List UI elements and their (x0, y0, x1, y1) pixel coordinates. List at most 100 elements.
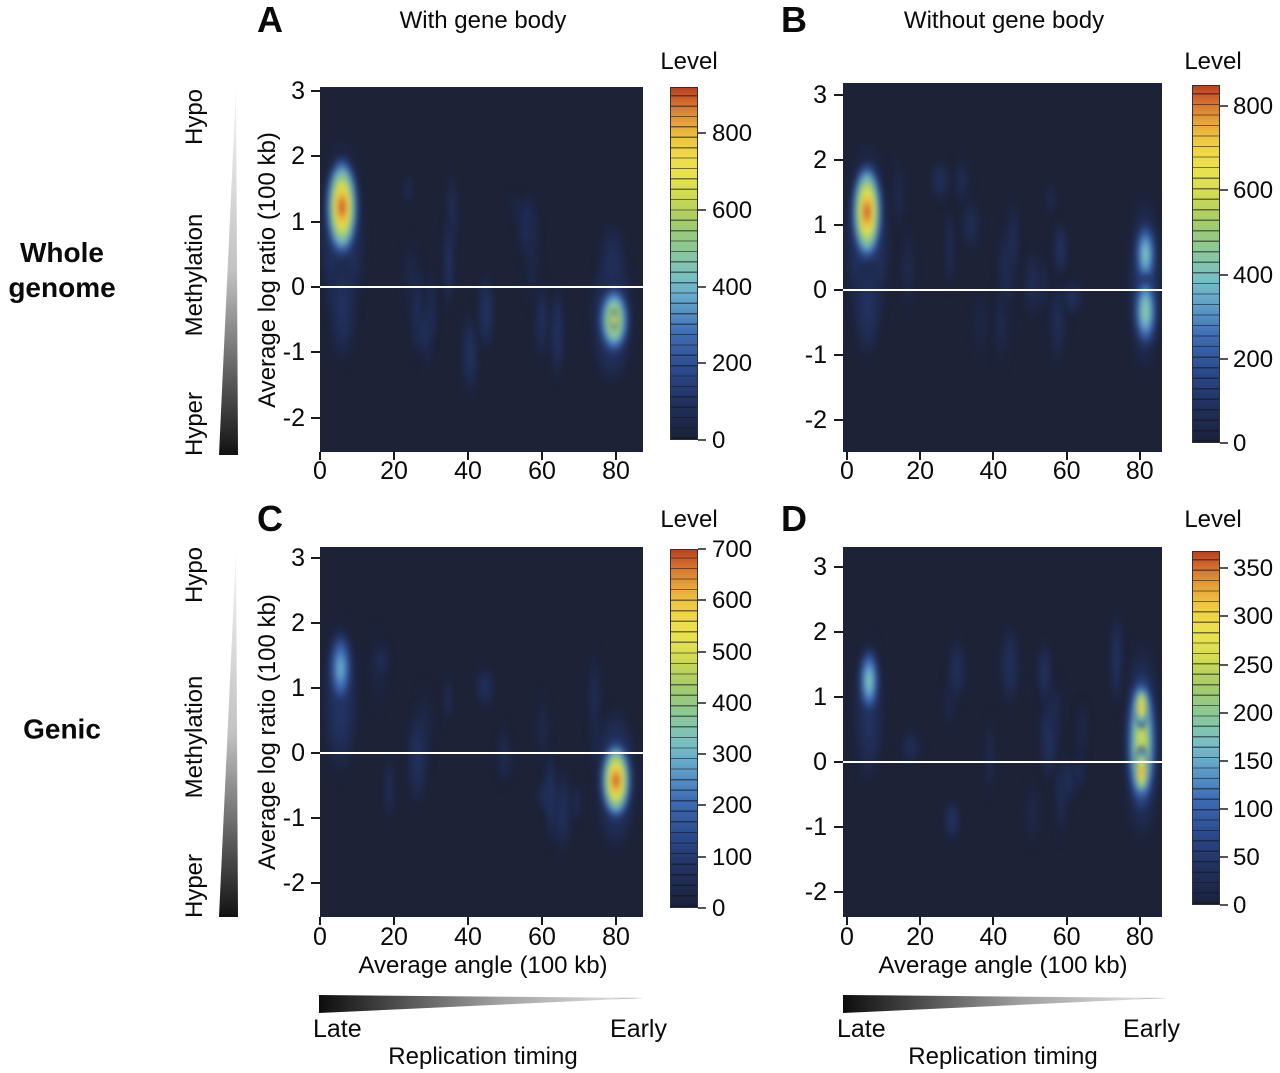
colorbar-tick-label: 200 (1233, 345, 1274, 373)
density-texture-blob (371, 638, 392, 684)
density-texture-blob (959, 191, 984, 259)
colorbar-tick-mark (698, 599, 706, 602)
density-texture-blob (898, 725, 924, 771)
x-tick-label: 0 (840, 923, 854, 951)
y-tick-label: 3 (813, 81, 827, 109)
density-texture-blob (942, 796, 961, 844)
density-texture-blob (1043, 179, 1058, 219)
column-title-without-gene-body: Without gene body (903, 7, 1105, 34)
x-tick-mark (846, 452, 848, 460)
colorbar-tick-mark (698, 548, 706, 550)
panel-letter-b: B (781, 0, 807, 40)
colorbar-tick-mark (698, 804, 706, 807)
colorbar-tick-label: 200 (712, 792, 753, 820)
hyper-label-bottom: Hyper (181, 853, 208, 919)
colorbar-title: Level (1184, 506, 1242, 533)
y-tick-mark (311, 622, 320, 624)
panel-letter-a: A (257, 0, 283, 40)
colorbar-segment-lines (671, 88, 697, 439)
x-tick-mark (615, 917, 617, 925)
colorbar-tick-mark (1220, 759, 1228, 762)
y-tick-label: -1 (804, 341, 827, 369)
column-title-with-gene-body: With gene body (399, 7, 567, 34)
colorbar-tick-label: 800 (1233, 93, 1274, 121)
density-texture-blob (945, 631, 969, 709)
colorbar-tick-mark (1220, 357, 1228, 360)
colorbar-tick-label: 300 (1233, 603, 1274, 631)
density-texture-blob (571, 776, 582, 829)
density-texture-blob (1059, 275, 1085, 320)
colorbar-tick-mark (698, 208, 706, 211)
y-tick-mark (834, 826, 843, 828)
early-label-left: Early (610, 1015, 667, 1043)
colorbar-tick-label: 350 (1233, 555, 1274, 583)
density-hotspot (1133, 683, 1150, 731)
colorbar-tick-label: 400 (712, 273, 753, 301)
colorbar-tick-mark (1220, 904, 1228, 906)
y-tick-label: -1 (804, 813, 827, 841)
y-tick-mark (311, 557, 320, 559)
row-label-whole-genome: Whole genome (8, 237, 116, 303)
colorbar-tick-label: 400 (712, 689, 753, 717)
colorbar-tick-mark (698, 132, 706, 135)
y-tick-label: 0 (291, 739, 305, 767)
colorbar-tick-mark (698, 855, 706, 858)
x-tick-mark (1138, 452, 1141, 460)
zero-line (320, 752, 643, 754)
colorbar-tick-mark (1220, 105, 1228, 108)
row-label-genic: Genic (23, 713, 101, 745)
heatmap-panel-a (320, 87, 643, 452)
x-tick-label: 60 (1052, 923, 1081, 951)
colorbar (670, 549, 698, 908)
density-texture-blob (969, 280, 993, 369)
x-tick-mark (1065, 917, 1068, 925)
density-texture-blob (1075, 694, 1091, 758)
x-tick-label: 60 (528, 457, 556, 485)
colorbar-tick-label: 700 (712, 536, 753, 563)
colorbar-tick-label: 400 (1233, 261, 1274, 289)
colorbar-tick-mark (1220, 615, 1228, 618)
colorbar-tick-mark (1220, 807, 1228, 810)
x-tick-label: 60 (528, 923, 556, 951)
heatmap-panel-d (843, 547, 1162, 917)
colorbar-title: Level (660, 506, 718, 533)
y-tick-mark (834, 761, 843, 763)
density-texture-blob (473, 662, 497, 713)
colorbar-tick-mark (1220, 663, 1228, 666)
x-tick-label: 80 (602, 923, 630, 951)
colorbar-tick-label: 150 (1233, 747, 1274, 775)
colorbar-tick-mark (1220, 442, 1228, 444)
density-hotspot (851, 161, 883, 263)
colorbar-tick-mark (1220, 567, 1228, 570)
x-tick-mark (919, 452, 922, 460)
y-tick-mark (834, 289, 843, 291)
hypo-label-top: Hypo (181, 88, 208, 146)
x-tick-label: 20 (380, 923, 408, 951)
y-tick-label: 3 (813, 553, 827, 581)
colorbar-tick-mark (698, 701, 706, 704)
x-tick-mark (615, 452, 617, 460)
density-texture-blob (399, 167, 418, 211)
zero-line (320, 286, 643, 288)
y-tick-mark (311, 155, 320, 158)
colorbar-tick-mark (1220, 273, 1228, 276)
hypo-label-bottom: Hypo (181, 546, 208, 604)
x-tick-label: 40 (979, 457, 1008, 485)
colorbar-tick-mark (698, 285, 706, 288)
density-texture-blob (522, 201, 542, 317)
y-tick-label: -1 (282, 804, 305, 832)
y-tick-label: -2 (804, 406, 827, 434)
colorbar-tick-label: 300 (712, 741, 753, 769)
x-tick-label: 0 (313, 457, 327, 485)
x-tick-label: 0 (313, 923, 327, 951)
replication-timing-label-left: Replication timing (388, 1043, 578, 1070)
colorbar (1192, 551, 1220, 905)
y-tick-mark (311, 882, 320, 884)
density-texture-blob (944, 200, 955, 297)
x-tick-label: 60 (1052, 457, 1081, 485)
y-tick-mark (834, 696, 843, 698)
colorbar-segment-lines (671, 550, 697, 907)
colorbar-tick-label: 250 (1233, 651, 1274, 679)
colorbar-tick-label: 0 (712, 427, 726, 454)
